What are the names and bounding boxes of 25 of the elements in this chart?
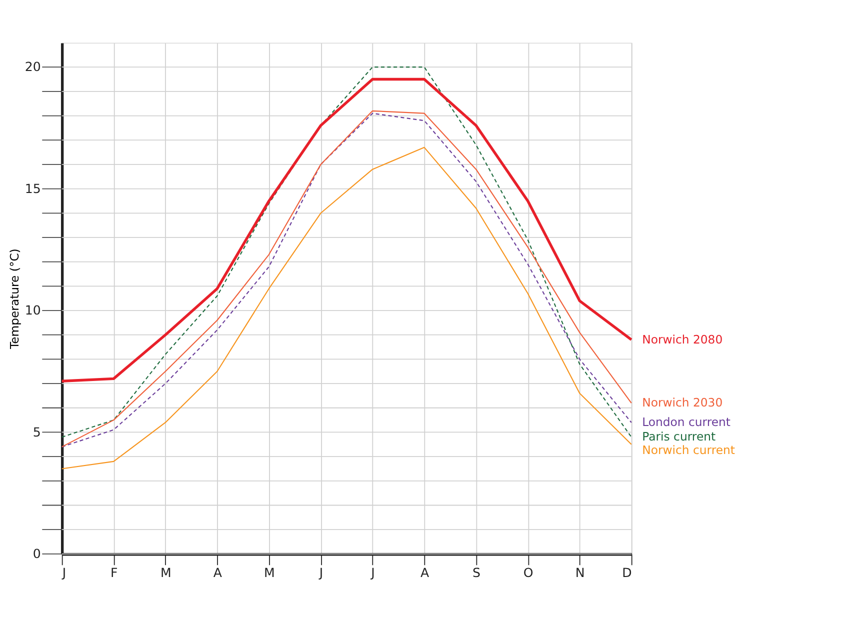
series-label: Norwich 2030 <box>642 396 723 410</box>
y-tick-label: 10 <box>24 302 41 318</box>
series-label: Paris current <box>642 430 716 444</box>
y-tick-label: 0 <box>32 546 41 561</box>
y-tick-label: 15 <box>24 180 41 196</box>
x-tick-label: J <box>61 564 66 580</box>
x-tick-label: A <box>420 564 430 580</box>
series-label: London current <box>642 415 731 430</box>
y-axis-title: Temperature (°C) <box>8 248 22 350</box>
x-tick-label: O <box>523 564 534 580</box>
x-tick-label: M <box>160 564 172 580</box>
series-label: Norwich 2080 <box>642 332 723 346</box>
x-tick-label: A <box>213 564 222 580</box>
x-tick-label: J <box>318 564 324 580</box>
line-series <box>60 78 633 382</box>
x-tick-label: M <box>264 564 275 580</box>
x-tick-label: F <box>110 564 118 580</box>
x-tick-label: D <box>622 564 632 580</box>
x-tick-label: J <box>370 564 375 580</box>
x-tick-label: S <box>472 564 481 580</box>
x-tick-label: N <box>575 564 585 580</box>
y-tick-label: 5 <box>32 424 41 440</box>
series-label: Norwich current <box>642 443 736 458</box>
y-tick-label: 20 <box>24 59 41 74</box>
line-series <box>61 146 632 470</box>
